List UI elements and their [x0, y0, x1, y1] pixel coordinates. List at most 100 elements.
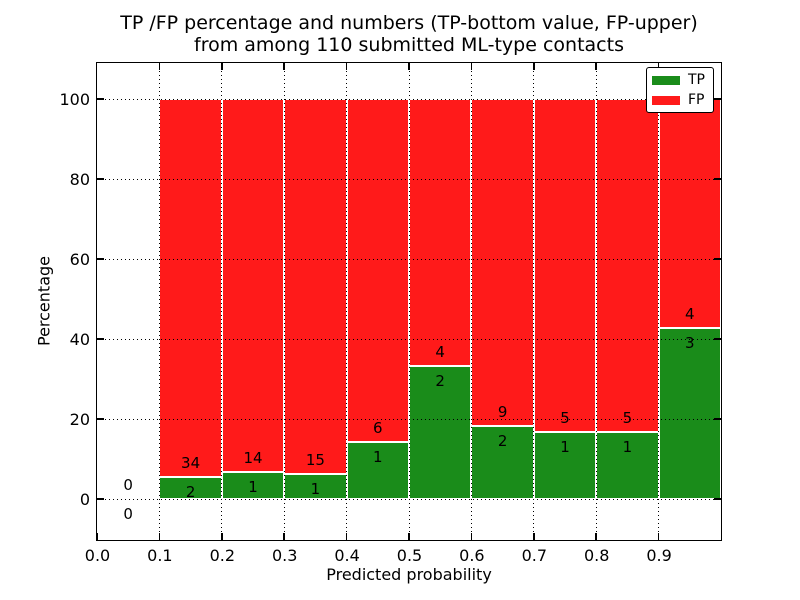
fp-count-label-bin6: 9 [497, 403, 508, 422]
plot-area: 0 0 34 2 14 1 15 1 6 1 4 2 9 2 5 1 5 1 4 3 [96, 62, 722, 541]
x-tick-top-0.7 [533, 63, 535, 70]
tp-count-label-bin3: 1 [310, 480, 321, 498]
tp-count-label-bin8: 1 [622, 438, 633, 457]
fp-count-label-bin0: 0 [123, 476, 133, 494]
x-tick-label-0.9: 0.9 [646, 546, 672, 565]
y-tick-right-0 [714, 498, 721, 500]
tp-count-label-bin9: 3 [685, 333, 695, 352]
bar-segment-tp-bin4 [346, 441, 409, 499]
x-gridline-0.7 [533, 63, 535, 540]
bar-segment-fp-bin5 [409, 99, 472, 366]
x-tick-label-0.4: 0.4 [334, 546, 360, 565]
legend-label-fp: FP [688, 92, 705, 108]
bar-segment-fp-bin9 [658, 99, 721, 328]
y-tick-right-80 [714, 178, 721, 180]
x-tick-top-0.1 [158, 63, 161, 70]
fp-count-label-bin7: 5 [560, 409, 570, 428]
bar-segment-fp-bin7 [533, 99, 597, 433]
bar-segment-tp-bin9 [658, 327, 721, 499]
x-tick-top-0.9 [657, 63, 660, 70]
x-gridline-0.5 [408, 63, 410, 540]
x-axis-label: Predicted probability [326, 565, 492, 584]
fp-count-label-bin4: 6 [373, 418, 383, 437]
fp-count-label-bin5: 4 [435, 342, 445, 361]
y-tick-label-20: 20 [69, 409, 90, 429]
x-tick-bottom-0 [97, 533, 98, 540]
x-tick-top-0.4 [345, 63, 348, 70]
y-tick-label-80: 80 [69, 169, 90, 189]
y-gridline-100 [97, 98, 721, 100]
x-gridline-0.8 [595, 63, 597, 540]
chart-title-line1: TP /FP percentage and numbers (TP-bottom… [120, 12, 698, 34]
x-tick-bottom-0.5 [408, 533, 410, 540]
x-tick-top-0.3 [283, 63, 285, 70]
x-tick-label-0.8: 0.8 [583, 546, 610, 565]
legend-item-fp: FP [652, 92, 708, 108]
fp-count-label-bin8: 5 [622, 409, 633, 428]
x-tick-label-0.0: 0.0 [84, 546, 111, 565]
x-tick-bottom-0.4 [345, 533, 348, 540]
y-gridline-40 [97, 338, 721, 340]
chart-title-line2: from among 110 submitted ML-type contact… [194, 34, 624, 56]
y-tick-label-40: 40 [69, 329, 90, 349]
tp-count-label-bin7: 1 [560, 438, 570, 457]
y-tick-left-100 [97, 98, 104, 100]
y-tick-left-80 [97, 178, 104, 180]
x-gridline-0.6 [470, 63, 472, 540]
x-tick-label-0.3: 0.3 [271, 546, 298, 565]
x-tick-bottom-0.7 [533, 533, 535, 540]
x-gridline-0.9 [658, 63, 660, 540]
x-tick-label-0.5: 0.5 [396, 546, 423, 565]
tp-count-label-bin1: 2 [185, 482, 196, 501]
bar-segment-tp-bin8 [596, 432, 659, 499]
bar-segment-fp-bin1 [159, 99, 222, 477]
fp-count-label-bin1: 34 [181, 453, 201, 472]
y-tick-right-40 [714, 338, 721, 340]
x-gridline-0.3 [283, 63, 285, 540]
x-tick-bottom-0.3 [283, 533, 285, 540]
bar-segment-tp-bin1 [159, 476, 222, 499]
bar-segment-fp-bin3 [284, 99, 347, 474]
legend-swatch-tp [652, 75, 680, 85]
bar-segment-tp-bin7 [533, 432, 597, 499]
tp-count-label-bin5: 2 [435, 371, 445, 390]
y-tick-left-60 [97, 258, 104, 260]
bar-segment-fp-bin2 [221, 99, 285, 473]
y-gridline-20 [97, 418, 721, 420]
x-tick-label-0.1: 0.1 [147, 546, 173, 565]
fp-count-label-bin2: 14 [243, 449, 263, 468]
tp-count-label-bin6: 2 [497, 432, 508, 451]
x-tick-top-0.2 [221, 63, 223, 70]
x-tick-top-0.5 [408, 63, 410, 70]
y-gridline-60 [97, 258, 721, 260]
x-tick-bottom-0.2 [221, 533, 223, 540]
tp-count-label-bin4: 1 [373, 447, 383, 466]
tp-count-label-bin0: 0 [123, 505, 133, 523]
x-gridline-0.2 [221, 63, 223, 540]
x-tick-bottom-0.1 [158, 533, 161, 540]
x-gridline-0.1 [158, 63, 160, 540]
bar-segment-fp-bin4 [346, 99, 409, 442]
y-tick-left-20 [97, 418, 104, 420]
legend: TP FP [646, 67, 714, 113]
x-tick-bottom-0.8 [595, 533, 597, 540]
y-tick-left-40 [97, 338, 104, 340]
x-tick-bottom-0.9 [657, 533, 660, 540]
x-tick-label-0.6: 0.6 [459, 546, 485, 565]
fp-count-label-bin3: 15 [305, 451, 325, 469]
y-gridline-80 [97, 178, 721, 180]
y-tick-left-0 [97, 498, 104, 500]
y-tick-right-100 [714, 98, 721, 100]
bar-segment-tp-bin6 [471, 426, 534, 499]
legend-item-tp: TP [652, 72, 708, 88]
bar-segment-fp-bin6 [471, 99, 534, 427]
y-tick-label-60: 60 [69, 249, 90, 269]
y-tick-right-20 [714, 418, 721, 420]
y-tick-label-100: 100 [59, 89, 90, 109]
bar-segment-tp-bin5 [409, 365, 472, 499]
x-tick-label-0.7: 0.7 [521, 546, 548, 565]
bar-segment-fp-bin8 [596, 99, 659, 433]
y-tick-right-60 [714, 258, 721, 260]
x-gridline-0.4 [346, 63, 348, 540]
